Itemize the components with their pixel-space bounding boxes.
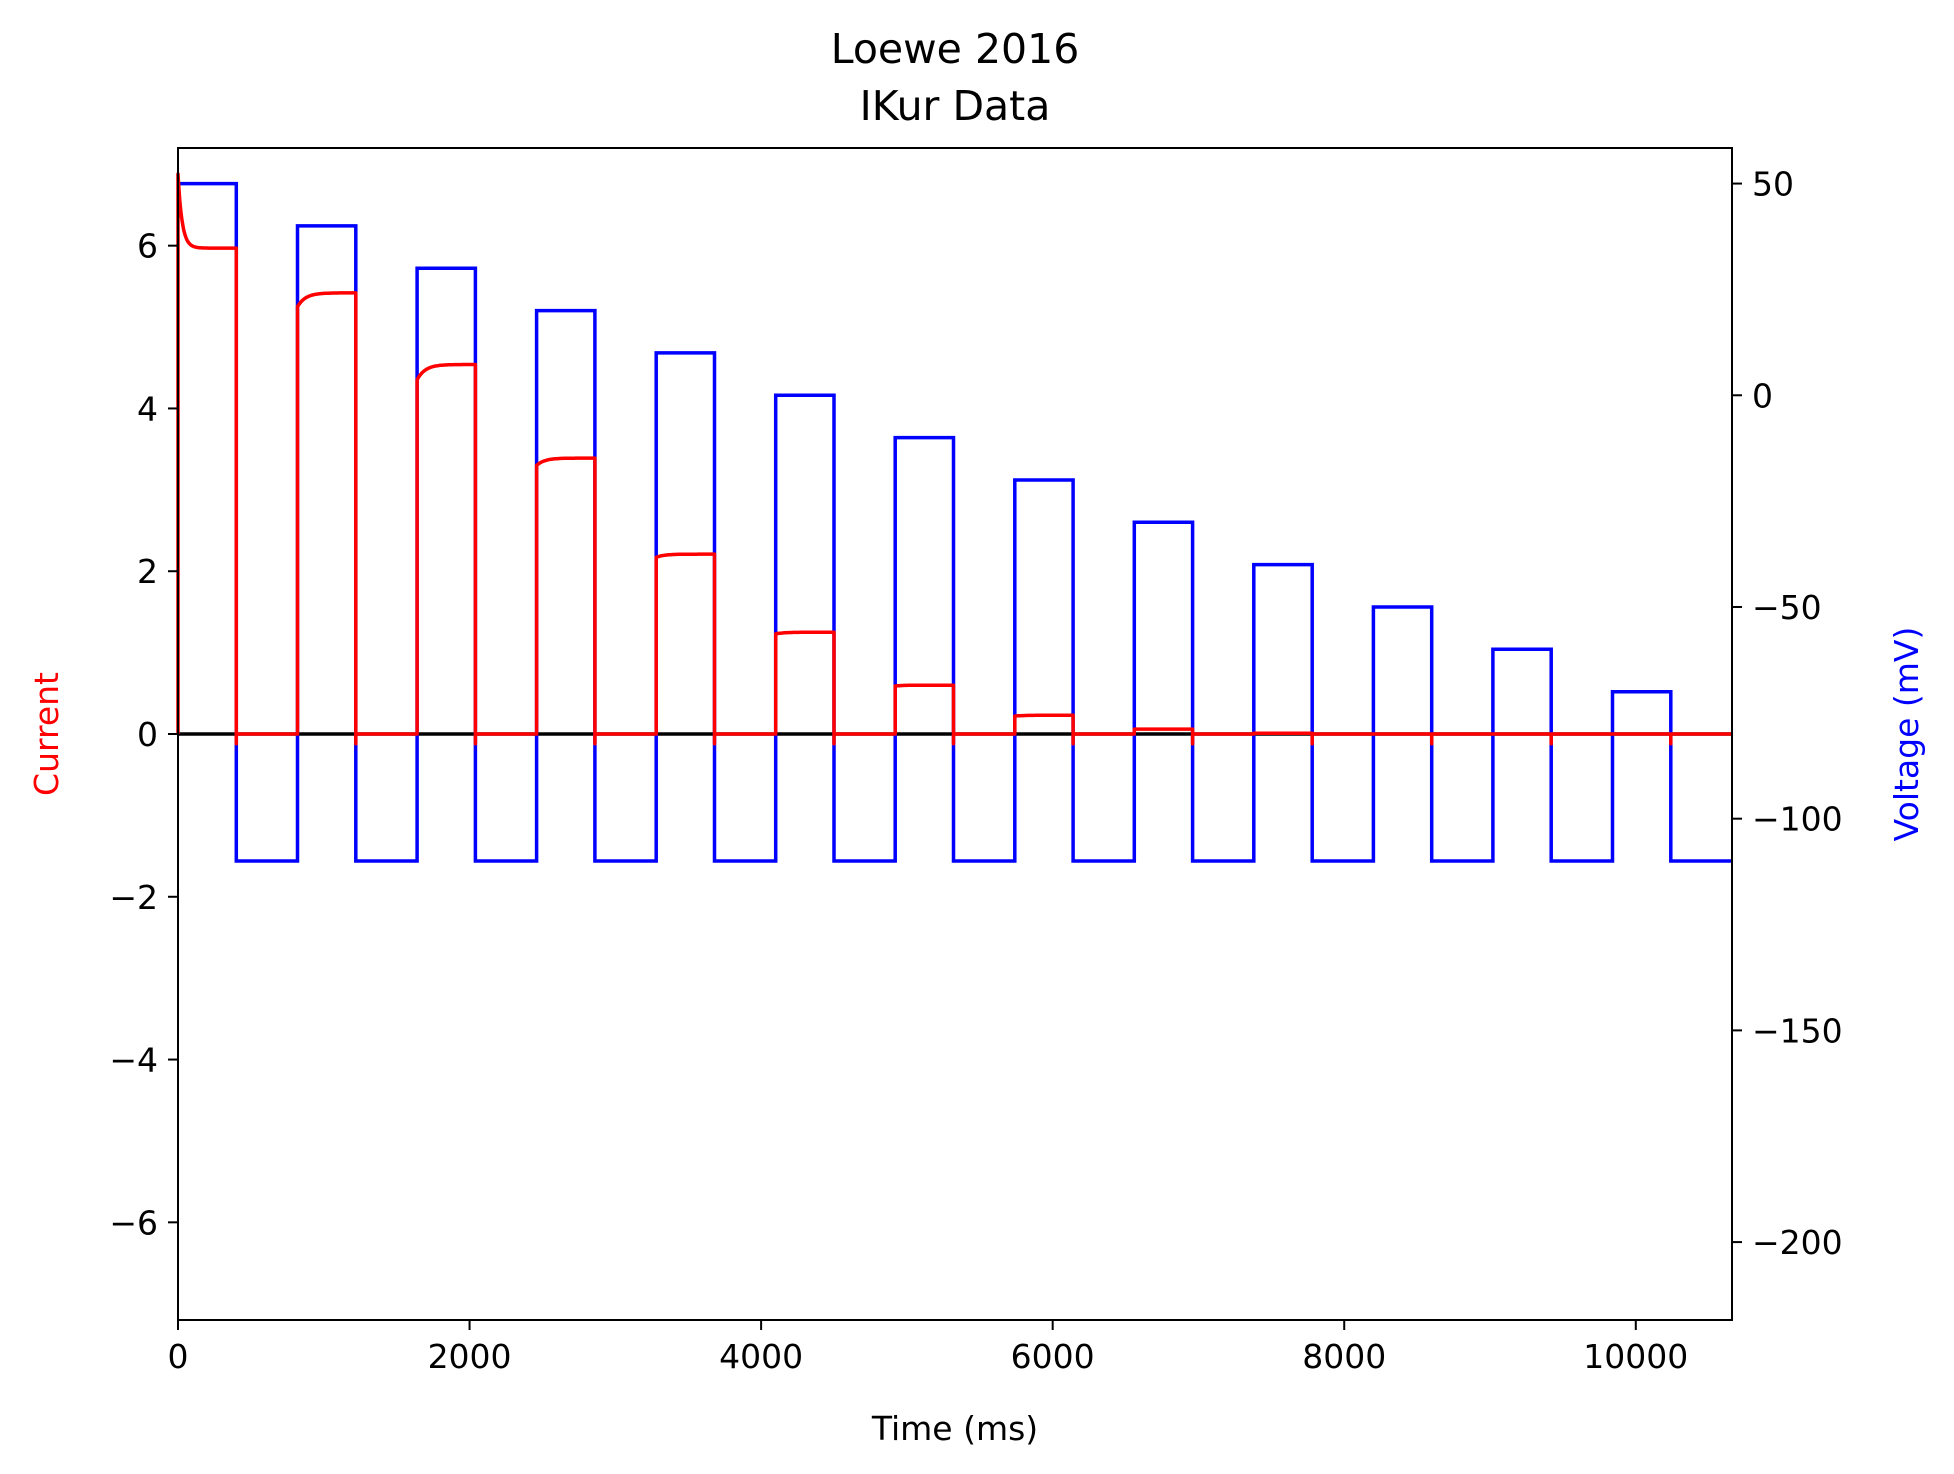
- x-axis: 0 2000 4000 6000 8000 10000: [168, 1320, 1688, 1376]
- y-right-tick-label: 0: [1752, 376, 1773, 415]
- y-right-tick-label: 50: [1752, 165, 1794, 204]
- chart-title: Loewe 2016: [831, 25, 1080, 73]
- y-left-tick-label: −2: [109, 878, 158, 917]
- y-axis-right-label: Voltage (mV): [1887, 627, 1926, 842]
- x-tick-label: 4000: [719, 1337, 803, 1376]
- y-left-tick-label: 4: [137, 389, 158, 428]
- x-tick-label: 8000: [1302, 1337, 1386, 1376]
- x-tick-label: 0: [168, 1337, 189, 1376]
- y-right-tick-label: −200: [1752, 1223, 1843, 1262]
- y-right-tick-label: −150: [1752, 1011, 1843, 1050]
- voltage-trace: [178, 181, 1732, 863]
- y-right-tick-label: −100: [1752, 800, 1843, 839]
- x-tick-label: 10000: [1583, 1337, 1688, 1376]
- y-axis-right: −200 −150 −100 −50 0 50: [1732, 165, 1843, 1262]
- y-left-tick-label: 2: [137, 552, 158, 591]
- y-left-tick-label: 6: [137, 227, 158, 266]
- y-left-tick-label: −6: [109, 1203, 158, 1242]
- current-trace: [176, 172, 1732, 746]
- chart-subtitle: IKur Data: [860, 82, 1051, 130]
- y-left-tick-label: −4: [109, 1041, 158, 1080]
- y-left-tick-label: 0: [137, 715, 158, 754]
- y-axis-left-label: Current: [27, 672, 66, 796]
- plot-layer: [176, 172, 1732, 863]
- x-tick-label: 2000: [428, 1337, 512, 1376]
- x-axis-label: Time (ms): [871, 1409, 1038, 1448]
- x-tick-label: 6000: [1011, 1337, 1095, 1376]
- y-axis-left: −6 −4 −2 0 2 4 6: [109, 227, 178, 1242]
- y-right-tick-label: −50: [1752, 588, 1822, 627]
